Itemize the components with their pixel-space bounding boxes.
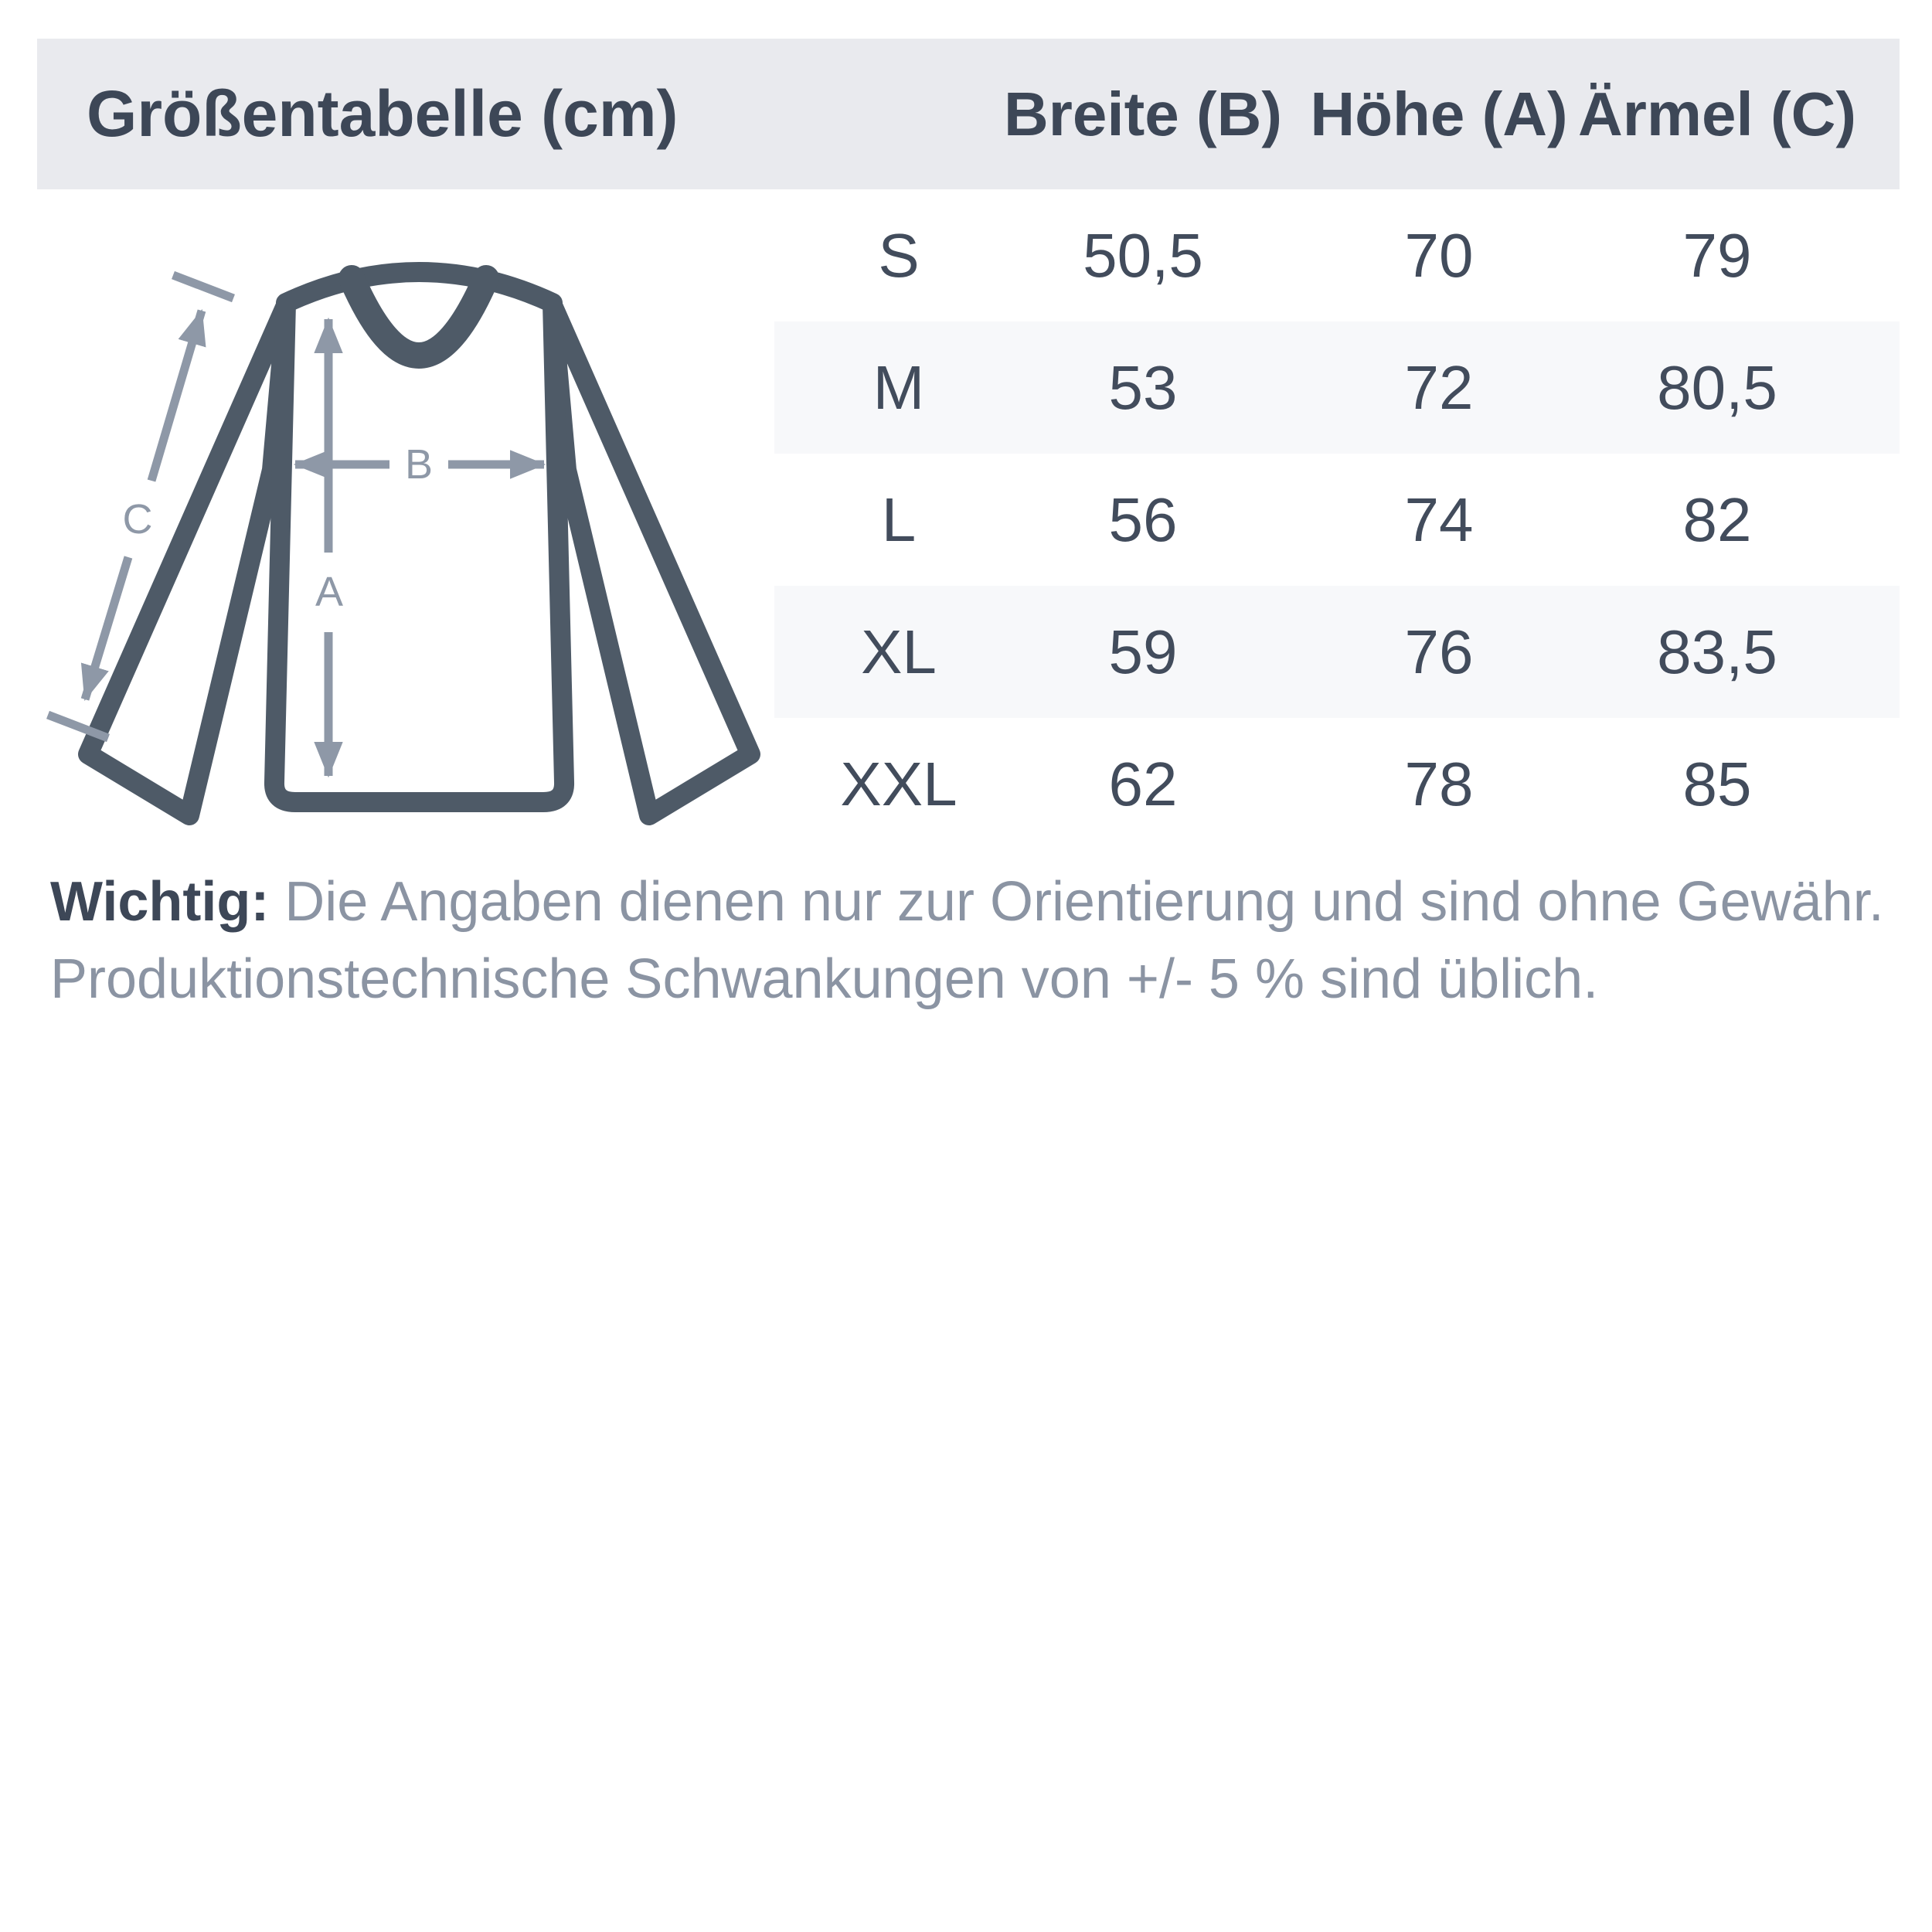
disclaimer-text-1: Die Angaben dienen nur zur Orientierung … xyxy=(269,871,1884,933)
column-header-aermel: Ärmel (C) xyxy=(1577,79,1857,148)
left-sleeve xyxy=(78,294,297,825)
dimension-c-label: C xyxy=(123,496,153,543)
breite-value: 62 xyxy=(1108,750,1178,818)
disclaimer-note: Wichtig: Die Angaben dienen nur zur Orie… xyxy=(50,863,1920,1018)
size-table: S 50,5 70 79 M 53 72 80,5 L 56 74 82 XL … xyxy=(774,189,1900,850)
disclaimer-line-2: Produktionstechnische Schwankungen von +… xyxy=(50,940,1920,1018)
table-row-xl: XL 59 76 83,5 xyxy=(774,586,1900,718)
sweater-sleeves xyxy=(78,294,760,825)
dimension-a-label: A xyxy=(315,569,343,615)
hoehe-value: 70 xyxy=(1404,221,1474,290)
disclaimer-text-2: Produktionstechnische Schwankungen von +… xyxy=(50,948,1599,1010)
aermel-value: 85 xyxy=(1682,750,1752,818)
size-label: M xyxy=(872,353,925,422)
column-header-breite: Breite (B) xyxy=(1003,79,1283,148)
table-row-xxl: XXL 62 78 85 xyxy=(774,718,1900,850)
column-header-hoehe: Höhe (A) xyxy=(1310,79,1568,148)
right-sleeve xyxy=(542,294,760,825)
table-row-m: M 53 72 80,5 xyxy=(774,321,1900,454)
sweater-measurement-diagram: C B A xyxy=(46,262,760,825)
table-row-s: S 50,5 70 79 xyxy=(774,189,1900,321)
size-chart-title: Größentabelle (cm) xyxy=(87,77,679,150)
aermel-value: 83,5 xyxy=(1657,617,1777,686)
neckline xyxy=(338,265,499,369)
hoehe-value: 76 xyxy=(1404,617,1474,686)
size-label: XXL xyxy=(840,750,957,818)
breite-value: 50,5 xyxy=(1083,221,1203,290)
hoehe-value: 78 xyxy=(1404,750,1474,818)
disclaimer-bold-prefix: Wichtig: xyxy=(50,871,270,933)
table-row-l: L 56 74 82 xyxy=(774,454,1900,586)
aermel-value: 82 xyxy=(1682,485,1752,554)
breite-value: 53 xyxy=(1108,353,1178,422)
size-label: XL xyxy=(861,617,937,686)
size-label: S xyxy=(878,221,920,290)
dimension-b-label: B xyxy=(405,441,433,488)
breite-value: 59 xyxy=(1108,617,1178,686)
hoehe-value: 72 xyxy=(1404,353,1474,422)
aermel-value: 80,5 xyxy=(1657,353,1777,422)
size-chart-header-band xyxy=(37,39,1900,189)
size-label: L xyxy=(881,485,917,554)
breite-value: 56 xyxy=(1108,485,1178,554)
hoehe-value: 74 xyxy=(1404,485,1474,554)
disclaimer-line-1: Wichtig: Die Angaben dienen nur zur Orie… xyxy=(50,863,1920,940)
dimension-c-arrow xyxy=(46,270,235,743)
aermel-value: 79 xyxy=(1682,221,1752,290)
